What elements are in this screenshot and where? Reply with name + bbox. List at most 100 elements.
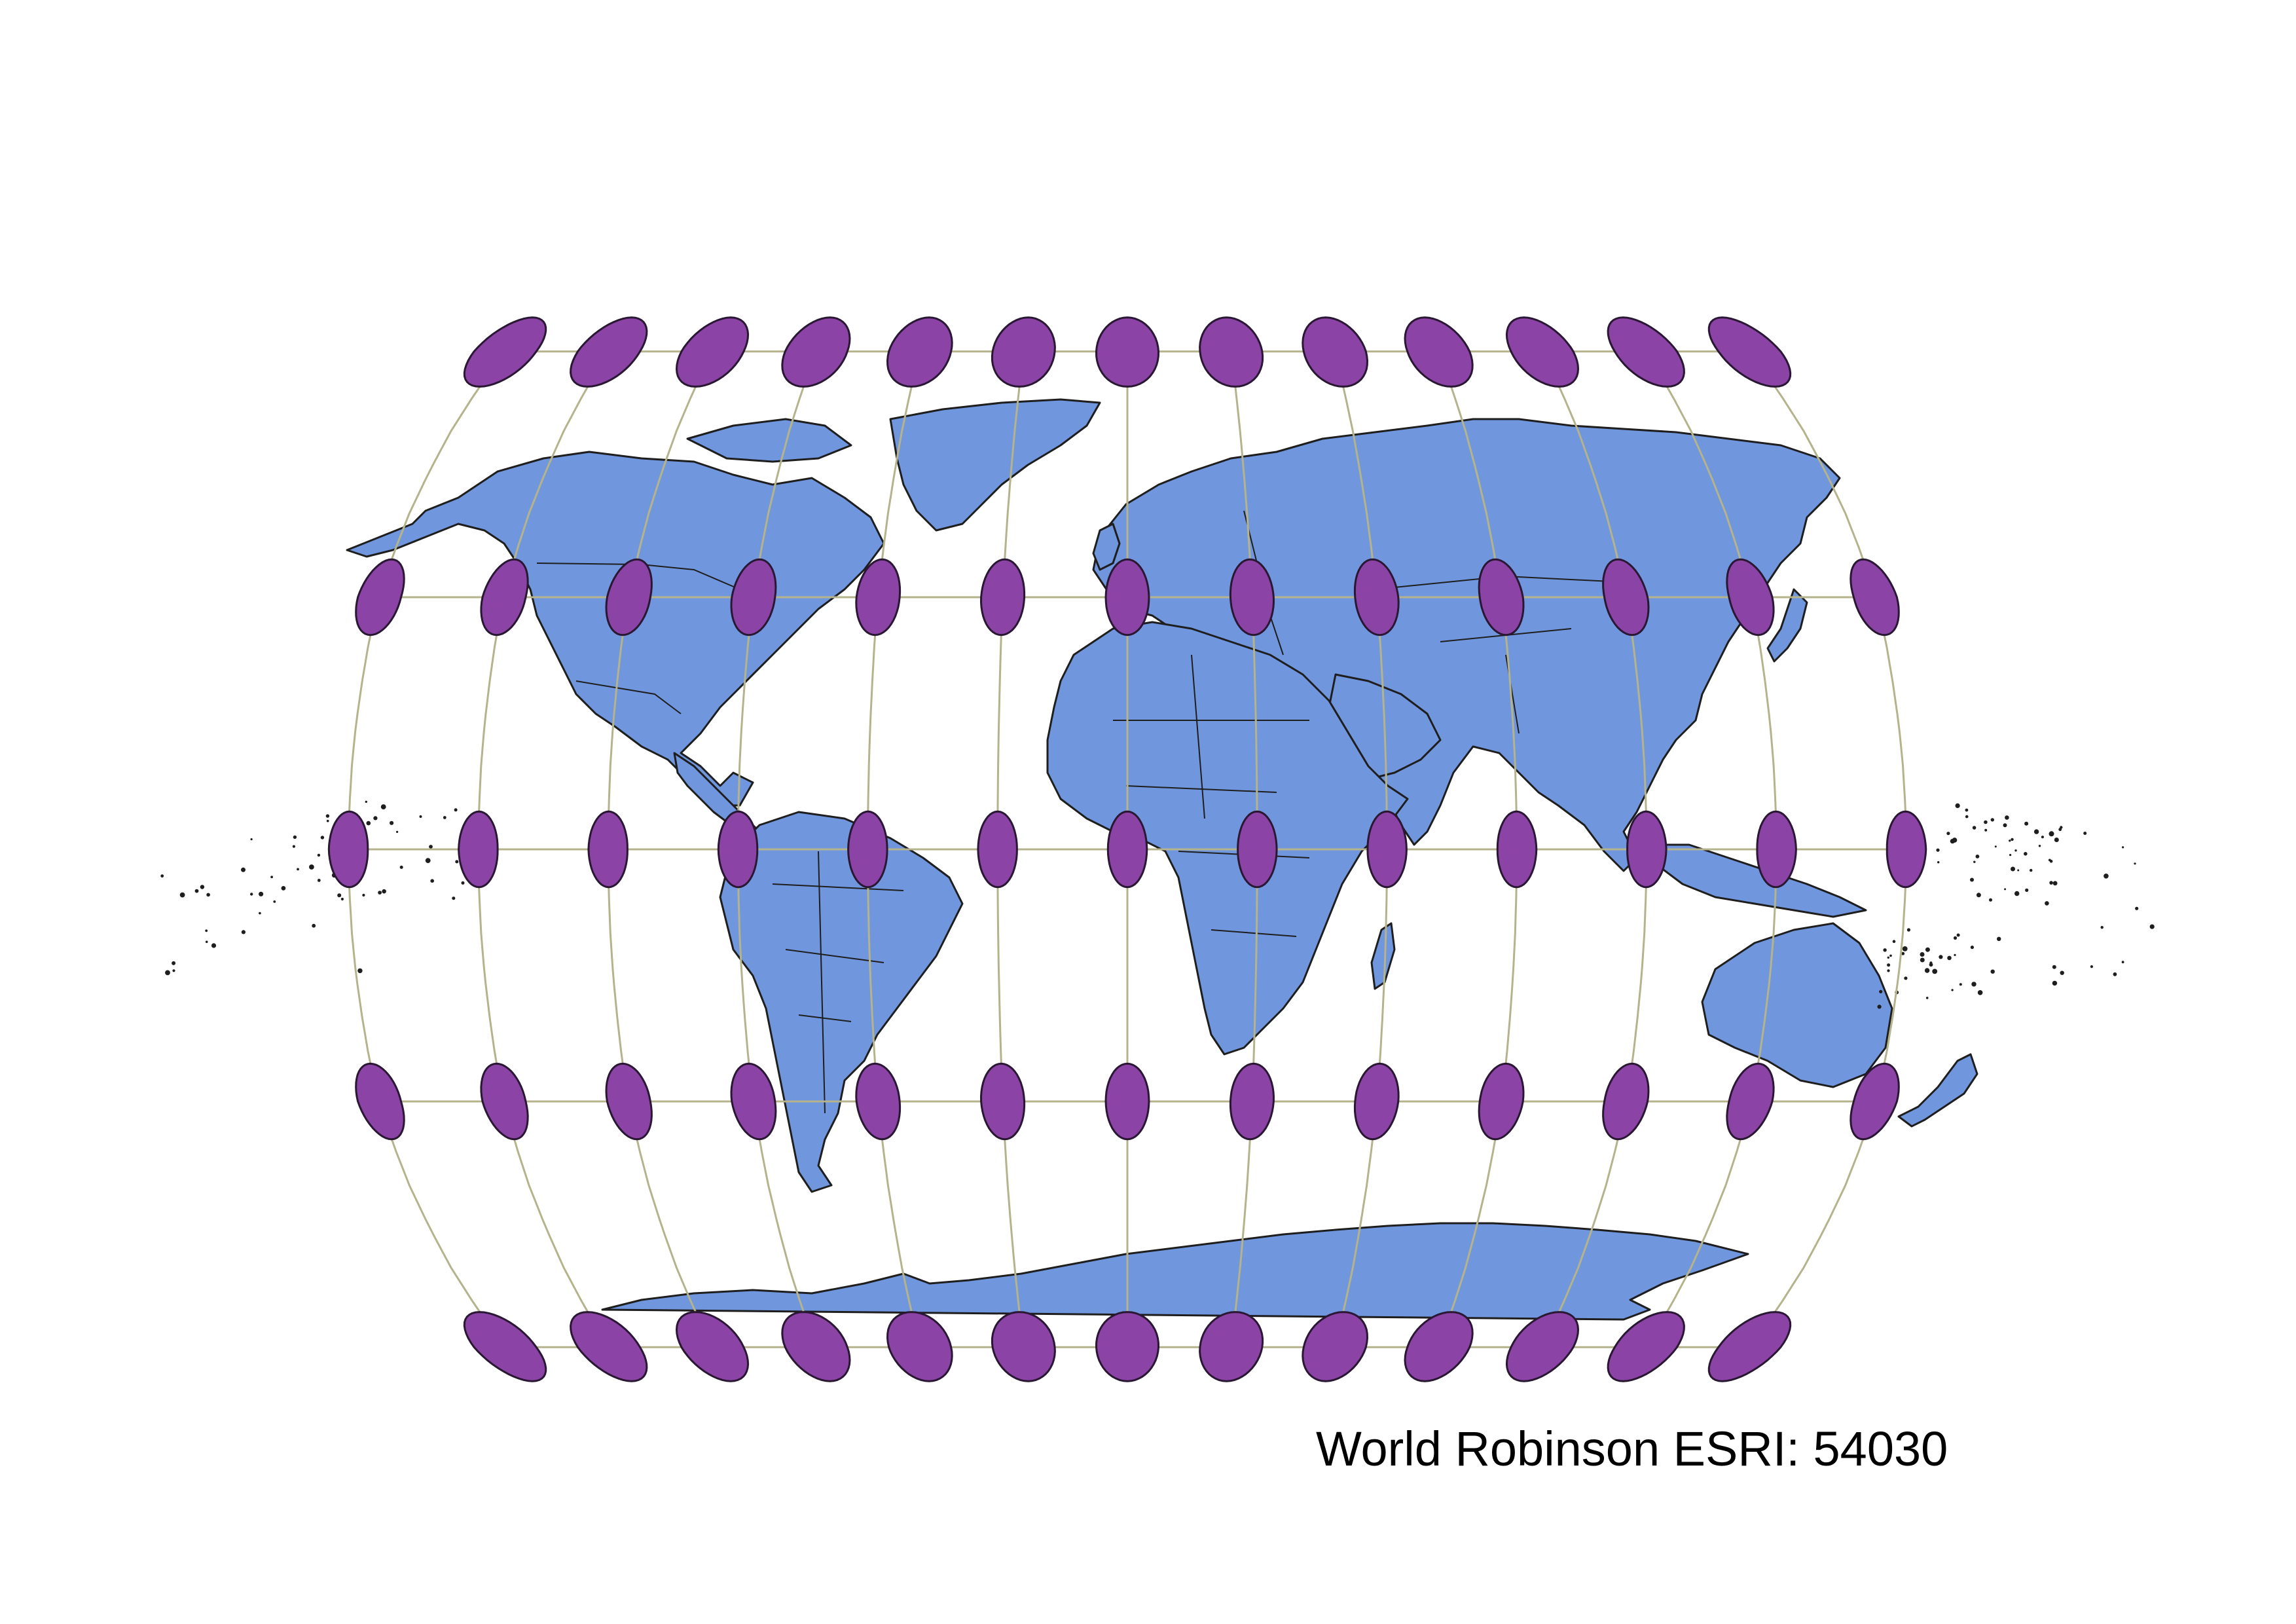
islet (172, 969, 175, 972)
islet (399, 865, 403, 869)
islet (2083, 832, 2087, 835)
islet (317, 853, 321, 857)
greenland (889, 398, 1101, 532)
islet (326, 819, 329, 822)
islet (2052, 965, 2056, 969)
tissot-ellipse (855, 558, 902, 637)
islet (172, 961, 176, 965)
islet (1932, 969, 1938, 974)
tissot-ellipse (355, 1062, 405, 1141)
tissot-ellipse (1302, 1311, 1369, 1382)
islet (1989, 898, 1992, 902)
islet (2003, 823, 2007, 828)
tissot-ellipse (1237, 810, 1278, 889)
antarctica (601, 1222, 1749, 1321)
islet (241, 930, 246, 934)
tissot-ellipse (1602, 558, 1650, 637)
islet (309, 864, 314, 870)
islet (1904, 976, 1908, 980)
islet (1965, 815, 1969, 819)
british-isles (1092, 523, 1121, 571)
islet (2024, 821, 2029, 826)
tissot-ellipse (1505, 316, 1580, 388)
islet (2024, 852, 2028, 856)
islet (2049, 831, 2054, 837)
islet (340, 897, 344, 901)
islet (1936, 848, 1940, 852)
islet (455, 860, 459, 864)
islet (1925, 947, 1930, 952)
islet (2011, 866, 2015, 872)
islet (1990, 969, 1995, 974)
japan (1766, 588, 1808, 663)
islet (1965, 808, 1969, 812)
islet (419, 815, 422, 818)
islet (378, 891, 382, 895)
arctic-archipelago (686, 418, 852, 463)
islet (1883, 948, 1887, 952)
islet (297, 868, 299, 871)
islet (1984, 820, 1988, 824)
tissot-ellipse (730, 558, 777, 637)
australia (1701, 922, 1893, 1088)
islet (320, 836, 325, 840)
tissot-ellipse (717, 810, 759, 889)
tissot-ellipse (1095, 316, 1160, 388)
tissot-ellipse (1302, 316, 1369, 388)
islet (2025, 888, 2029, 892)
tissot-ellipse (570, 316, 648, 388)
islet (1887, 963, 1891, 967)
islet (429, 845, 433, 849)
islet (337, 893, 342, 898)
islet (292, 845, 295, 848)
tissot-ellipse (1707, 316, 1792, 388)
tissot-ellipse (781, 316, 851, 388)
small-islands (160, 800, 2155, 1009)
islet (179, 892, 185, 898)
islet (2005, 815, 2009, 820)
islet (1920, 957, 1925, 963)
islet (362, 893, 365, 897)
islet (2121, 961, 2124, 964)
islet (2004, 888, 2007, 891)
islet (317, 879, 321, 882)
islet (1892, 940, 1896, 943)
tissot-ellipse (1104, 1062, 1150, 1141)
islet (1939, 955, 1943, 959)
islet (270, 876, 273, 879)
islet (2134, 862, 2136, 865)
islet (1970, 946, 1974, 950)
islet (1971, 982, 1977, 987)
islet (2014, 849, 2017, 852)
tissot-ellipse (1505, 1311, 1580, 1382)
tissot-ellipse (1404, 316, 1474, 388)
islet (1906, 928, 1910, 932)
islet (1889, 954, 1892, 957)
islet (1924, 968, 1930, 973)
tissot-ellipse (781, 1311, 851, 1382)
islet (2017, 869, 2020, 872)
islet (2060, 970, 2064, 975)
islet (2041, 836, 2044, 839)
islet (281, 886, 286, 891)
islet (373, 816, 378, 821)
islet (250, 838, 253, 841)
us-mexico-border (575, 680, 682, 714)
tissot-ellipse (1095, 1311, 1160, 1382)
islet (430, 879, 434, 883)
islet (2045, 901, 2049, 906)
islet (1920, 952, 1925, 957)
islet (1976, 893, 1981, 898)
islet (1955, 803, 1960, 808)
tissot-ellipse (1607, 1311, 1685, 1382)
islet (2011, 838, 2014, 841)
islet (382, 889, 386, 894)
islet (250, 893, 253, 896)
tissot-ellipse (1199, 1311, 1264, 1382)
islet (365, 800, 367, 803)
islet (1994, 845, 1997, 848)
tissot-ellipse (847, 810, 888, 889)
tissot-ellipse (480, 558, 529, 637)
tissot-ellipse (886, 1311, 953, 1382)
